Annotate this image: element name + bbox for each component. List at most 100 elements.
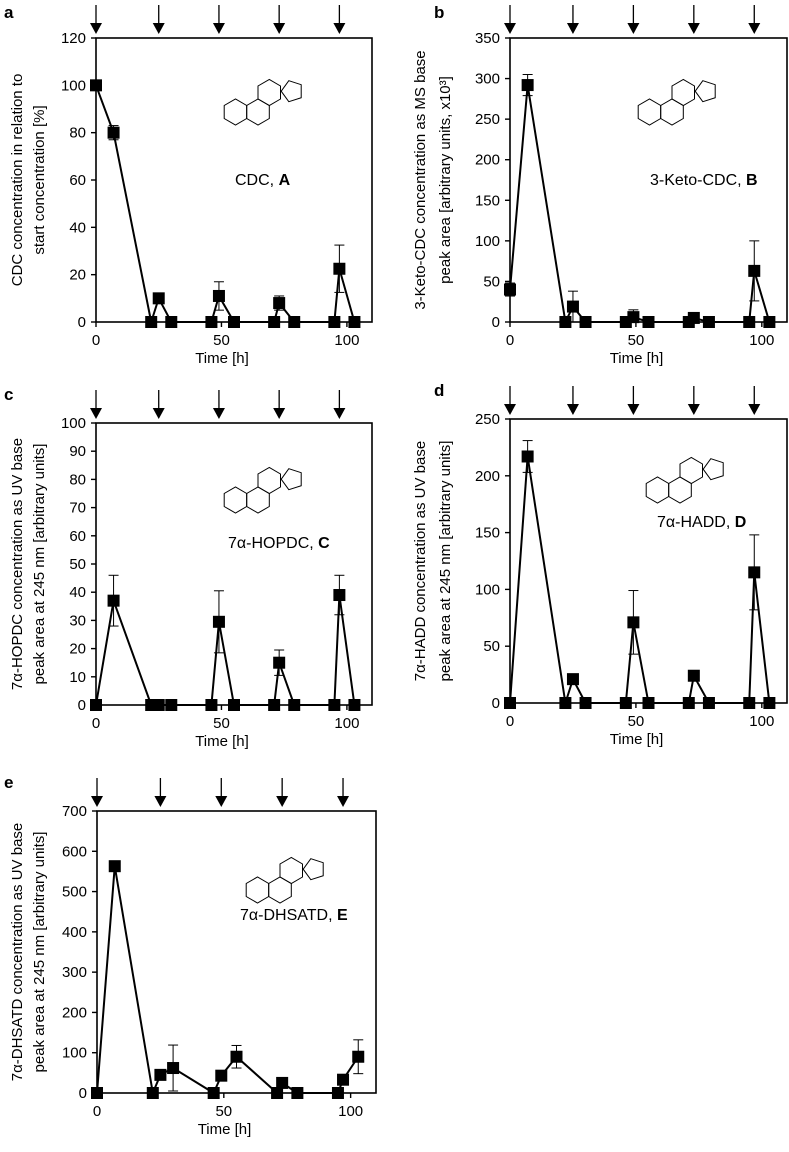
feeding-arrow-icon: [90, 408, 102, 419]
data-point: [152, 292, 165, 305]
y-tick-label: 150: [475, 525, 500, 542]
panel-letter: b: [434, 3, 444, 22]
data-point: [107, 126, 120, 139]
y-tick-label: 0: [78, 314, 86, 331]
plot-frame: [95, 422, 373, 706]
x-axis-label: Time [h]: [195, 350, 249, 367]
data-point: [146, 1087, 159, 1099]
data-point: [559, 316, 572, 328]
y-axis-label-line2: start concentration [%]: [31, 105, 48, 254]
x-tick-label: 100: [334, 332, 359, 349]
y-tick-label: 100: [61, 77, 86, 94]
feeding-arrow-icon: [273, 23, 286, 34]
feeding-arrow-icon: [215, 796, 228, 807]
data-point: [627, 311, 640, 324]
y-tick-label: 350: [475, 30, 500, 47]
compound-name: 7α-DHSATD,: [240, 907, 337, 924]
ring-a: [223, 486, 248, 514]
data-point: [521, 450, 534, 463]
y-tick-label: 70: [69, 500, 86, 517]
compound-name: 3-Keto-CDC,: [650, 172, 746, 189]
y-tick-label: 40: [69, 219, 86, 236]
x-tick-label: 50: [628, 332, 645, 349]
series-line: [95, 594, 356, 706]
compound-label: 3-Keto-CDC, B: [650, 172, 758, 189]
x-tick-label: 100: [334, 715, 359, 732]
ring-a: [645, 476, 670, 504]
compound-label: CDC, A: [235, 172, 291, 189]
panel-letter: c: [4, 385, 13, 404]
panel-b: b 0 50 100 150 200 250 300 350 0 50 100 Time [h] 3-Ke…: [412, 3, 788, 367]
y-tick-label: 50: [483, 638, 500, 655]
y-tick-label: 300: [62, 964, 87, 981]
data-point: [273, 297, 286, 310]
data-point: [579, 697, 592, 709]
y-tick-label: 150: [475, 192, 500, 209]
y-tick-label: 0: [78, 697, 86, 714]
data-point: [331, 1087, 344, 1099]
data-point: [642, 316, 655, 328]
feeding-arrow-icon: [333, 408, 346, 419]
compound-letter: B: [746, 172, 758, 189]
data-point: [165, 316, 178, 328]
series-line: [96, 866, 360, 1097]
data-point: [328, 699, 341, 711]
x-axis-label: Time [h]: [610, 350, 664, 367]
y-tick-label: 60: [69, 528, 86, 545]
y-axis-label-line1: CDC concentration in relation to: [9, 74, 26, 287]
feeding-arrow-icon: [212, 408, 225, 419]
y-axis-label-line2: peak area at 245 nm [arbitrary units]: [31, 444, 48, 685]
compound-label: 7α-DHSATD, E: [240, 907, 348, 924]
series-line: [509, 84, 771, 326]
feeding-arrow-icon: [748, 23, 761, 34]
ring-d: [302, 858, 324, 881]
data-point: [687, 311, 700, 324]
data-point: [205, 316, 218, 328]
ring-c: [679, 456, 703, 485]
data-point: [627, 616, 640, 629]
y-tick-label: 20: [69, 641, 86, 658]
feeding-arrow-icon: [273, 408, 286, 419]
x-tick-label: 0: [92, 332, 100, 349]
panel-letter: d: [434, 381, 444, 400]
ring-a: [223, 98, 248, 126]
x-tick-label: 0: [92, 715, 100, 732]
y-tick-label: 600: [62, 843, 87, 860]
ring-d: [694, 80, 716, 103]
data-point: [212, 289, 225, 302]
x-axis-label: Time [h]: [195, 733, 249, 750]
data-point: [207, 1087, 220, 1099]
y-tick-label: 300: [475, 71, 500, 88]
compound-name: 7α-HOPDC,: [228, 535, 318, 552]
ring-c: [257, 466, 281, 495]
data-point: [212, 615, 225, 628]
data-point: [579, 316, 592, 328]
data-point: [566, 673, 579, 686]
data-point: [288, 316, 301, 328]
plot-frame: [95, 37, 373, 323]
chemical-structure: [645, 456, 724, 504]
feeding-arrow-icon: [212, 23, 225, 34]
compound-letter: E: [337, 907, 348, 924]
y-tick-label: 0: [492, 314, 500, 331]
data-point: [228, 316, 240, 328]
data-point: [763, 316, 776, 328]
data-point: [268, 316, 281, 328]
x-tick-label: 50: [215, 1103, 232, 1120]
panel-a: a 0 20 40 60 80 100 120 0 50 100 Time [h] CDC concen…: [4, 3, 373, 367]
y-tick-label: 250: [475, 111, 500, 128]
panel-e: e 0 100 200 300 400 500 600 700 0 50 100 Time [h] 7α-…: [4, 773, 377, 1138]
y-tick-label: 100: [475, 233, 500, 250]
y-tick-label: 0: [79, 1085, 87, 1102]
data-point: [702, 316, 715, 328]
y-tick-label: 40: [69, 584, 86, 601]
data-point: [215, 1069, 228, 1082]
feeding-arrow-icon: [566, 404, 579, 415]
data-point: [288, 699, 301, 711]
x-axis-label: Time [h]: [198, 1121, 252, 1138]
compound-name: CDC,: [235, 172, 279, 189]
feeding-arrow-icon: [90, 23, 102, 34]
x-tick-label: 0: [506, 332, 514, 349]
data-point: [333, 262, 346, 275]
